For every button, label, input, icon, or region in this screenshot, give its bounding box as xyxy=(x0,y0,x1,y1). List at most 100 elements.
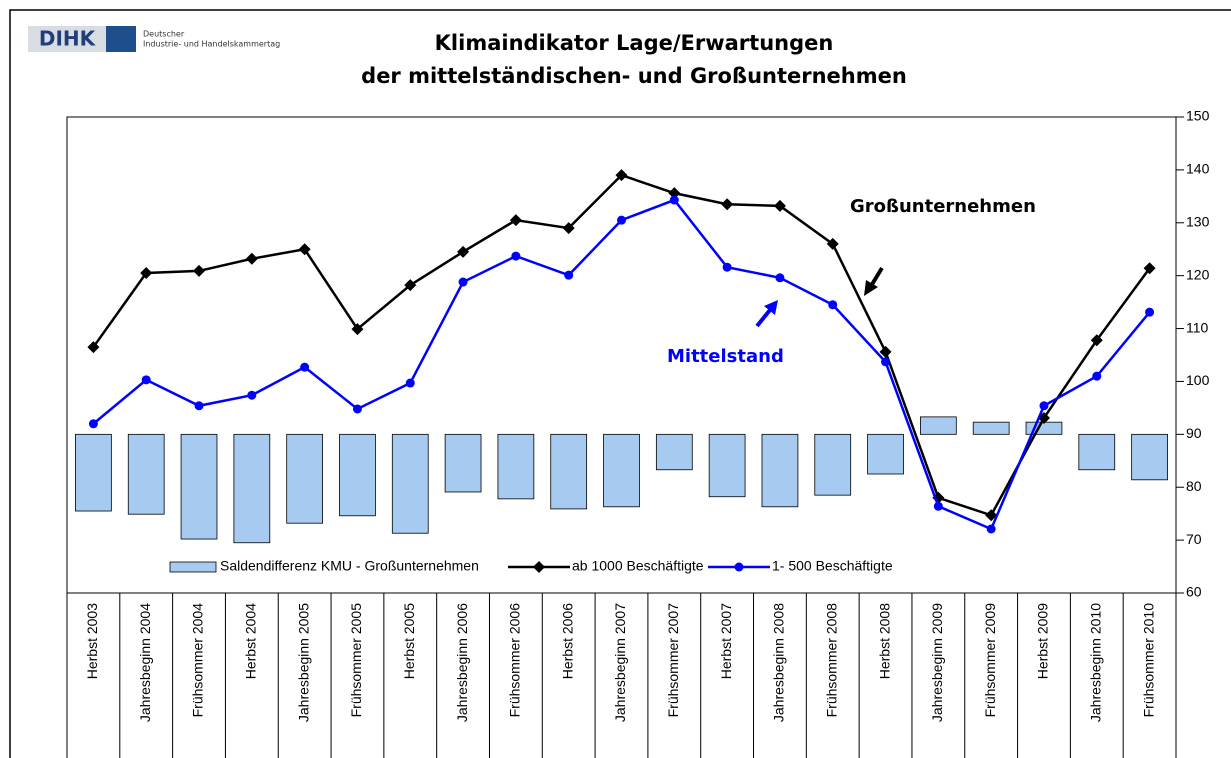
marker xyxy=(564,270,574,280)
marker xyxy=(405,378,415,388)
logo: DIHK xyxy=(39,27,97,51)
y-tick-label: 70 xyxy=(1186,531,1202,547)
bar xyxy=(233,433,271,544)
marker xyxy=(721,198,734,211)
bar xyxy=(339,433,376,517)
legend-marker xyxy=(533,561,545,573)
bar xyxy=(1078,433,1116,471)
bar xyxy=(497,433,535,500)
x-tick-label: Jahresbeginn 2004 xyxy=(137,603,153,722)
bar xyxy=(603,433,640,508)
x-tick-label: Herbst 2003 xyxy=(84,603,100,679)
marker xyxy=(617,215,626,225)
marker xyxy=(722,262,732,272)
x-tick-label: Herbst 2009 xyxy=(1035,603,1051,679)
x-tick-label: Jahresbeginn 2007 xyxy=(612,603,628,722)
marker xyxy=(352,404,362,414)
marker xyxy=(193,264,206,277)
marker xyxy=(879,345,892,358)
marker xyxy=(351,323,364,336)
y-tick-label: 130 xyxy=(1186,213,1210,229)
marker xyxy=(245,252,258,265)
bar xyxy=(391,433,429,534)
x-tick-label: Frühsommer 2008 xyxy=(823,603,839,718)
marker xyxy=(773,199,786,212)
marker xyxy=(933,501,943,511)
y-tick-label: 80 xyxy=(1186,478,1202,494)
legend-swatch xyxy=(169,561,217,573)
plot-area xyxy=(66,116,1177,594)
y-tick-label: 120 xyxy=(1186,266,1210,282)
x-tick-label: Jahresbeginn 2010 xyxy=(1087,603,1103,722)
x-tick-label: Frühsommer 2009 xyxy=(982,603,998,718)
bar xyxy=(655,433,693,471)
marker xyxy=(775,273,785,283)
marker xyxy=(404,279,417,292)
bar xyxy=(286,433,323,524)
logo-box xyxy=(28,26,106,52)
marker xyxy=(1090,334,1103,347)
legend-label: ab 1000 Beschäftigte xyxy=(572,558,704,574)
chart-title: Klimaindikator Lage/Erwartungen xyxy=(435,31,834,55)
marker xyxy=(194,401,204,411)
frame xyxy=(9,9,1231,758)
marker xyxy=(669,195,679,205)
x-tick-label: Frühsommer 2007 xyxy=(665,603,681,718)
marker xyxy=(509,214,522,227)
marker xyxy=(1092,371,1102,381)
marker xyxy=(87,341,100,354)
marker xyxy=(141,375,151,385)
marker xyxy=(826,237,839,250)
bar xyxy=(180,433,218,540)
x-tick-label: Frühsommer 2004 xyxy=(190,603,206,718)
marker xyxy=(562,222,575,235)
bar xyxy=(867,433,904,475)
bar xyxy=(444,433,482,493)
annotation: Großunternehmen xyxy=(850,196,1036,217)
marker xyxy=(668,187,681,200)
legend-label: Saldendifferenz KMU - Großunternehmen xyxy=(220,558,479,574)
org-name: Deutscher xyxy=(143,30,185,39)
bar xyxy=(75,433,112,512)
marker xyxy=(1143,262,1156,275)
legend-marker xyxy=(734,562,744,572)
x-tick-label: Herbst 2006 xyxy=(559,603,575,679)
marker xyxy=(985,509,998,522)
bar xyxy=(920,416,957,435)
marker xyxy=(828,300,838,310)
bar xyxy=(972,421,1010,435)
marker xyxy=(298,243,311,256)
x-tick-label: Frühsommer 2010 xyxy=(1140,603,1156,718)
y-tick-label: 110 xyxy=(1186,319,1209,335)
org-name: Industrie- und Handelskammertag xyxy=(143,40,280,49)
marker xyxy=(247,390,257,400)
y-tick-label: 140 xyxy=(1186,161,1210,177)
x-tick-label: Jahresbeginn 2006 xyxy=(454,603,470,722)
arrow xyxy=(864,266,884,296)
chart-title: der mittelständischen- und Großunternehm… xyxy=(361,64,907,88)
x-tick-label: Herbst 2004 xyxy=(243,603,259,679)
y-tick-label: 90 xyxy=(1186,425,1202,441)
marker xyxy=(511,251,521,261)
marker xyxy=(88,419,98,429)
x-tick-label: Herbst 2008 xyxy=(876,603,892,679)
bar xyxy=(550,433,588,510)
logo-accent xyxy=(106,26,136,52)
y-tick-label: 150 xyxy=(1186,108,1210,124)
marker xyxy=(457,245,470,258)
marker xyxy=(1039,401,1049,411)
x-tick-label: Frühsommer 2005 xyxy=(348,603,364,718)
x-tick-label: Frühsommer 2006 xyxy=(507,603,523,718)
marker xyxy=(140,267,153,280)
y-tick-label: 100 xyxy=(1186,372,1210,388)
x-tick-label: Jahresbeginn 2005 xyxy=(295,603,311,722)
y-tick-label: 60 xyxy=(1186,584,1202,600)
bar xyxy=(708,433,746,498)
bar xyxy=(761,433,799,508)
x-tick-label: Jahresbeginn 2008 xyxy=(771,603,787,722)
legend-label: 1- 500 Beschäftigte xyxy=(772,558,893,574)
x-tick-label: Herbst 2005 xyxy=(401,603,417,679)
marker xyxy=(615,169,628,182)
